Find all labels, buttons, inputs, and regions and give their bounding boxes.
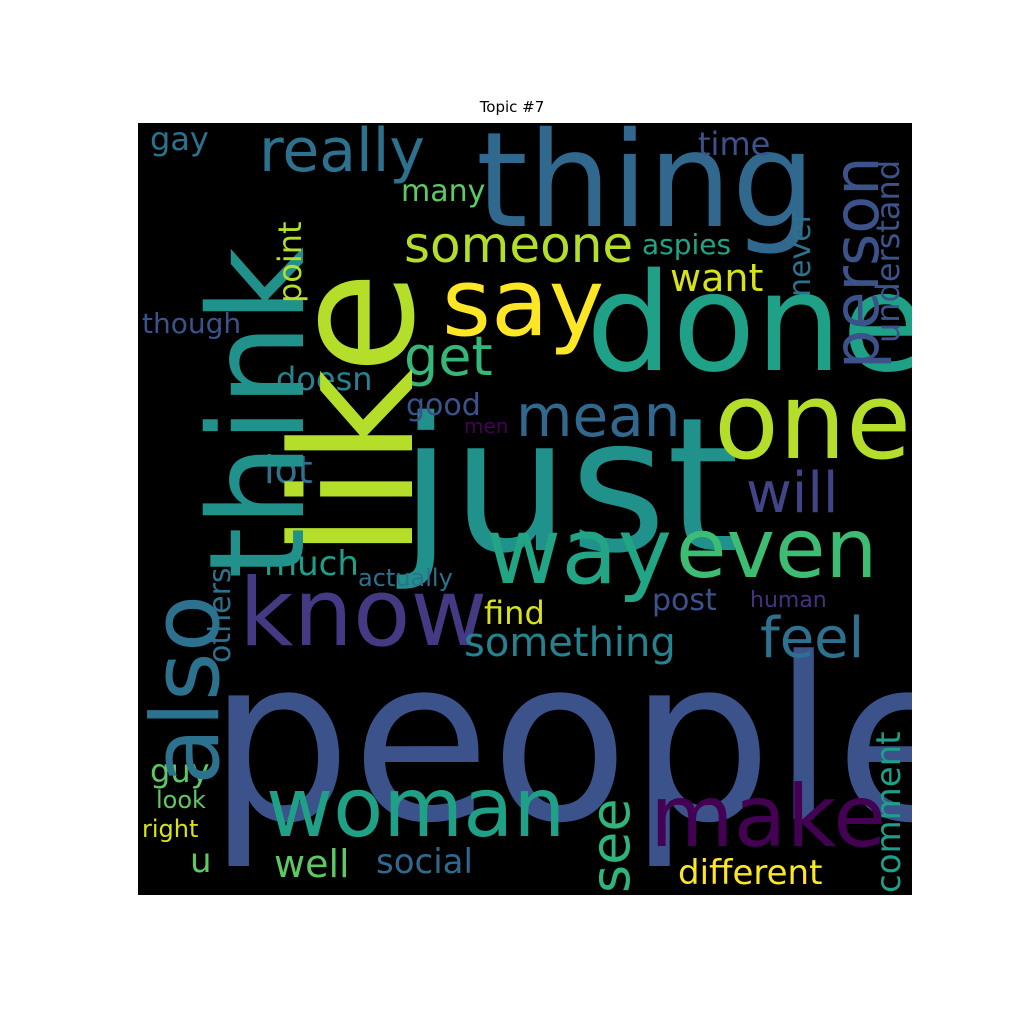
- word-social: social: [376, 842, 473, 882]
- word-someone: someone: [404, 216, 634, 274]
- word-people: people: [208, 610, 912, 873]
- word-way: way: [486, 498, 673, 605]
- word-make: make: [650, 767, 887, 867]
- word-feel: feel: [760, 606, 865, 671]
- word-say: say: [442, 249, 605, 358]
- word-though: though: [142, 307, 242, 340]
- word-doesn: doesn: [276, 360, 373, 398]
- word-get: get: [404, 325, 493, 388]
- word-aspies: aspies: [642, 228, 732, 261]
- word-well: well: [274, 842, 350, 886]
- word-really: really: [259, 123, 425, 186]
- word-gay: gay: [150, 123, 209, 158]
- word-u: u: [190, 841, 212, 881]
- word-human: human: [750, 588, 827, 613]
- word-something: something: [464, 620, 676, 666]
- word-know: know: [239, 559, 488, 668]
- word-others: others: [203, 567, 238, 663]
- word-guy: guy: [150, 752, 210, 790]
- word-mean: mean: [516, 382, 681, 450]
- word-good: good: [406, 388, 481, 423]
- word-woman: woman: [266, 761, 566, 856]
- word-cloud: people just thing done one way know even…: [138, 123, 912, 895]
- word-right: right: [142, 815, 199, 843]
- word-actually: actually: [358, 564, 453, 592]
- word-find: find: [484, 594, 545, 632]
- chart-title: Topic #7: [479, 98, 545, 116]
- word-many: many: [401, 174, 486, 209]
- word-will: will: [746, 461, 839, 526]
- word-see: see: [579, 798, 642, 893]
- word-want: want: [670, 256, 764, 300]
- word-point: point: [271, 221, 309, 303]
- word-look: look: [156, 786, 206, 814]
- word-thing: thing: [476, 123, 816, 258]
- word-never: never: [783, 210, 818, 297]
- word-comment: comment: [869, 731, 909, 893]
- word-just: just: [400, 377, 740, 594]
- word-men: men: [464, 414, 509, 438]
- word-one: one: [714, 360, 912, 483]
- word-much: much: [264, 544, 359, 584]
- word-even: even: [676, 502, 878, 597]
- word-lot: lot: [264, 448, 313, 492]
- word-different: different: [678, 853, 823, 893]
- word-time: time: [698, 125, 771, 163]
- word-understand: understand: [869, 159, 907, 343]
- word-done: done: [586, 245, 912, 403]
- word-post: post: [652, 583, 717, 618]
